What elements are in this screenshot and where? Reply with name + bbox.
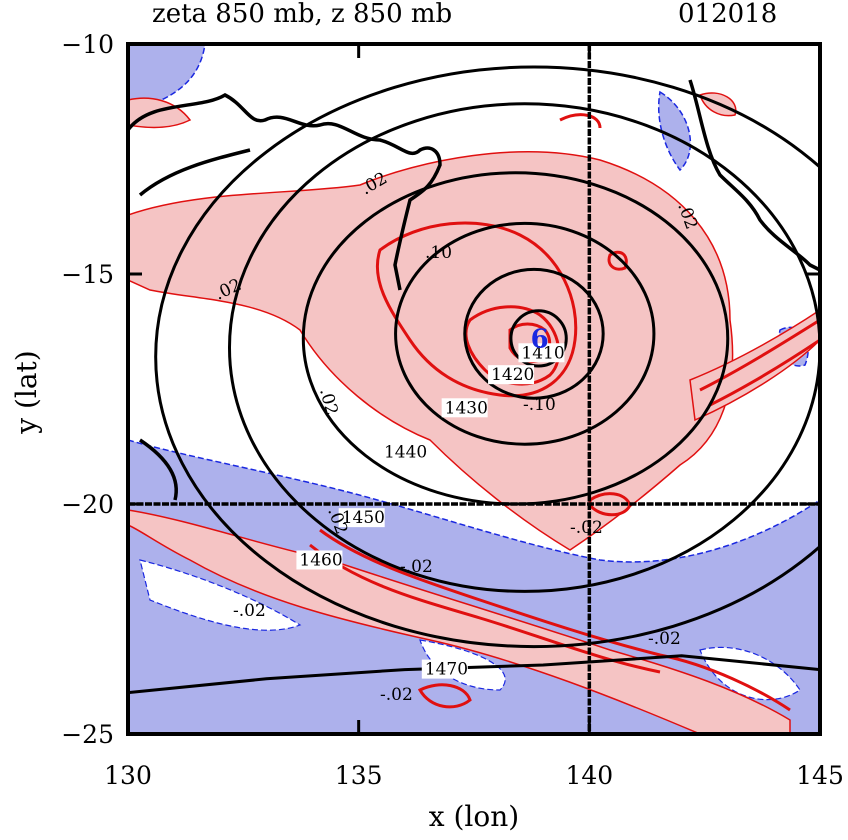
x-axis-label: x (lon) [429,800,519,833]
zeta-label-8: -.02 [648,629,681,649]
x-tick-label-135: 135 [335,761,383,790]
height-label-1460: 1460 [299,550,342,570]
height-label-bg-1450 [338,508,385,528]
height-contour-1410 [509,309,568,368]
height-label-1430: 1430 [445,398,488,418]
height-contour-1420 [463,267,605,400]
zeta-label-9: -.02 [380,685,413,705]
x-tick-label-130: 130 [104,761,152,790]
height-label-1450: 1450 [342,508,385,528]
y-tick-label--10: −10 [61,30,114,59]
chart-title: zeta 850 mb, z 850 mb [152,0,452,29]
zeta-label-6: -.02 [233,601,266,621]
plot-frame [126,42,822,736]
height-label-1420: 1420 [491,365,534,385]
y-axis-label: y (lat) [10,350,43,434]
zeta-label-5: -.02 [400,557,433,577]
height-label-bg-1430 [441,398,488,418]
y-tick-label--25: −25 [61,720,114,749]
y-tick-label--15: −15 [61,260,114,289]
zeta-label-10: .10 [425,243,452,263]
positive-vorticity-contours [309,113,820,712]
height-label-bg-1410 [518,343,565,363]
height-label-1410: 1410 [521,343,564,363]
height-label-bg-1460 [296,550,343,570]
height-contour-1430 [394,221,656,446]
height-label-1440: 1440 [384,443,427,463]
height-contour-1460 [154,65,820,649]
y-tick-label--20: −20 [61,490,114,519]
center-label: 6 [531,324,549,354]
positive-vorticity-shading [128,92,820,734]
height-label-1470: 1470 [425,660,468,680]
zeta-label-11: -.10 [523,395,556,415]
reference-lines [128,44,820,734]
axis-ticks: 130 135 140 145 −10 −15 −20 −25 [61,30,844,790]
date-label: 012018 [678,0,777,29]
height-label-bg-1420 [488,365,535,385]
height-contour-1470 [128,654,820,695]
height-label-bg-1440 [380,442,427,462]
height-label-bg-1470 [421,659,468,679]
coastline [128,79,820,501]
zeta-label-7: -.02 [570,518,603,538]
x-tick-label-145: 145 [796,761,844,790]
x-tick-label-140: 140 [565,761,613,790]
